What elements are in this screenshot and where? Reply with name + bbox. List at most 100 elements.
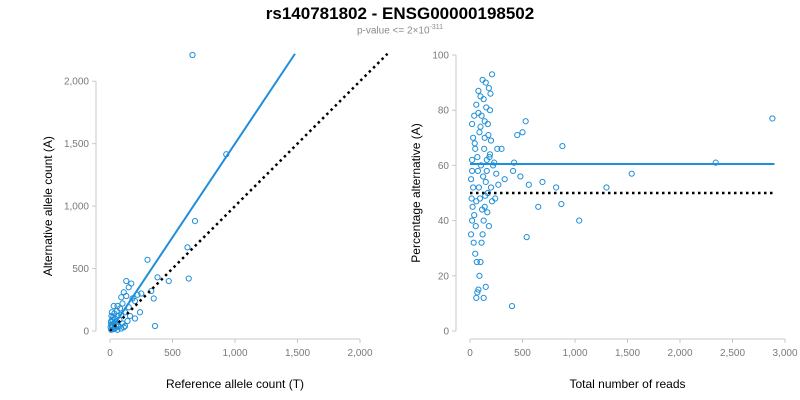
right-data-point: [468, 195, 475, 202]
left-data-point: [126, 312, 134, 320]
left-data-point: [107, 319, 115, 326]
right-data-point: [475, 109, 482, 117]
right-data-point: [559, 142, 566, 150]
right-data-point: [474, 289, 481, 296]
right-data-point: [485, 223, 493, 230]
left-x-axis-label: Reference allele count (T): [166, 377, 304, 391]
right-x-axis-label: Total number of reads: [569, 377, 685, 391]
left-reference-line: [109, 52, 389, 332]
left-data-point: [191, 217, 199, 225]
right-data-point: [517, 173, 524, 180]
left-data-point: [138, 290, 145, 297]
left-data-point: [189, 51, 196, 59]
right-data-point: [477, 162, 485, 169]
right-data-point: [480, 217, 487, 224]
right-data-point: [478, 239, 485, 246]
left-y-axis-label: Alternative allele count (A): [41, 136, 55, 276]
left-x-tick-label: 1,500: [285, 348, 310, 359]
right-x-tick-label: 1,000: [562, 348, 587, 359]
right-data-point: [477, 123, 484, 130]
left-data-point: [124, 317, 131, 325]
right-y-tick-label: 80: [438, 106, 450, 117]
right-data-point: [469, 156, 476, 163]
left-x-tick-label: 2,000: [347, 348, 372, 359]
right-data-point: [480, 173, 487, 180]
left-y-tick-label: 2,000: [64, 77, 89, 88]
right-data-point: [483, 104, 490, 111]
left-data-point: [123, 292, 130, 300]
right-data-point: [485, 85, 493, 92]
right-data-point: [469, 167, 476, 175]
left-data-point: [110, 314, 117, 321]
right-data-point: [477, 258, 484, 266]
left-data-point: [121, 322, 129, 330]
left-data-point: [185, 275, 192, 282]
right-data-point: [470, 184, 477, 191]
right-data-point: [472, 145, 479, 152]
right-data-point: [481, 145, 488, 152]
right-data-point: [469, 120, 476, 128]
right-data-point: [525, 181, 532, 188]
right-data-point: [482, 283, 489, 290]
left-x-tick-label: 1,000: [222, 348, 247, 359]
right-data-point: [539, 178, 546, 186]
right-data-point: [470, 134, 477, 141]
right-data-point: [491, 159, 498, 166]
right-y-axis-label: Percentage alternative (A): [409, 123, 423, 262]
right-data-point: [471, 112, 478, 119]
right-data-point: [481, 134, 488, 141]
subtitle-text: p-value <= 2×10: [356, 25, 430, 37]
right-data-point: [576, 217, 583, 224]
right-data-point: [473, 198, 480, 205]
right-data-point: [522, 118, 529, 125]
right-data-point: [495, 181, 502, 188]
right-data-point: [469, 203, 476, 210]
right-data-point: [490, 162, 497, 169]
right-y-tick-label: 20: [438, 271, 450, 282]
right-data-point: [474, 167, 481, 175]
left-data-point: [154, 274, 161, 281]
right-data-point: [486, 154, 493, 161]
right-data-point: [511, 159, 518, 166]
left-data-point: [151, 322, 159, 330]
right-data-point: [481, 118, 488, 125]
right-data-point: [535, 203, 542, 210]
right-scatter-plot: 0 500 1,000 1,500 2,000 2,500 3,000 0 20 40 60 80 10…: [409, 51, 798, 392]
left-y-tick-label: 0: [83, 327, 89, 338]
right-data-point: [488, 71, 496, 78]
right-data-point: [482, 192, 489, 199]
right-data-point: [487, 184, 495, 191]
left-y-tick-label: 1,500: [64, 139, 89, 150]
left-y-tick-label: 500: [72, 264, 89, 275]
right-data-point: [473, 258, 480, 266]
left-y-tick-label: 1,000: [64, 202, 89, 213]
left-data-point: [131, 315, 139, 322]
right-data-point: [470, 239, 477, 246]
left-data-point: [165, 277, 172, 285]
right-data-point: [486, 107, 494, 114]
right-data-point: [485, 131, 492, 139]
right-data-point: [509, 167, 517, 175]
right-data-point: [478, 206, 486, 213]
right-data-point: [769, 115, 776, 122]
right-x-tick-label: 2,500: [720, 348, 745, 359]
left-data-point: [184, 244, 191, 251]
right-x-tick-label: 1,500: [615, 348, 640, 359]
right-data-point: [475, 87, 482, 94]
left-data-point: [108, 312, 115, 320]
right-x-tick-label: 0: [467, 348, 473, 359]
right-data-point: [494, 145, 501, 152]
right-data-point: [558, 200, 565, 208]
left-x-tick-label: 500: [164, 348, 181, 359]
right-y-tick-label: 0: [443, 327, 449, 338]
left-data-point: [123, 277, 130, 285]
right-data-point: [471, 211, 478, 219]
right-data-point: [476, 195, 484, 202]
right-x-tick-label: 3,000: [772, 348, 797, 359]
left-data-point: [119, 300, 126, 307]
chart-subtitle: p-value <= 2×10-311: [0, 24, 800, 36]
right-data-point: [628, 170, 635, 177]
right-data-point: [475, 286, 482, 293]
right-data-point: [472, 250, 479, 257]
right-data-point: [523, 234, 530, 241]
